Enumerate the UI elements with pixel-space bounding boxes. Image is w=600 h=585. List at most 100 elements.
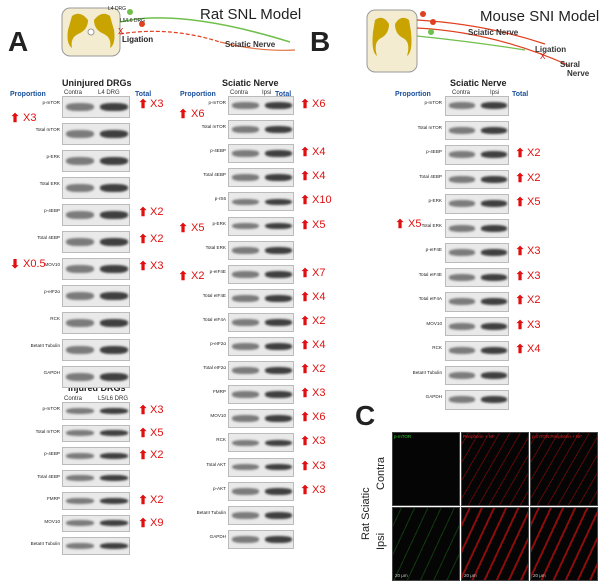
blot-band — [445, 194, 509, 214]
blot-label: Total mTOR — [35, 428, 60, 434]
fold-change: X3 — [312, 387, 326, 400]
proportion-value: X0.5 — [23, 258, 46, 270]
fold-change: X3 — [150, 260, 164, 272]
proportion-value: X5 — [191, 222, 205, 234]
blot-label: Total mTOR — [417, 124, 442, 130]
fold-change: X2 — [312, 314, 326, 327]
proportion-value: X5 — [408, 218, 422, 230]
rat-sciatic-side-label: Rat Sciatic — [360, 487, 372, 540]
blot-label: Total ERK — [205, 244, 226, 250]
blot-label: p-4EBP — [426, 149, 442, 154]
blot-band — [445, 267, 509, 287]
mouse-sciatic-title: Sciatic Nerve — [450, 78, 507, 88]
l56-drg-label: L5/L6 DRG — [120, 18, 146, 24]
uninjured-title: Uninjured DRGs — [62, 78, 132, 88]
blot-band — [445, 365, 509, 385]
blot-label: Total eIF2α — [203, 365, 226, 371]
blot-label: Total ERK — [421, 222, 442, 228]
injured-col-0: Contra — [64, 396, 83, 402]
rat-spinal-diagram — [61, 7, 296, 57]
rat-model-title: Rat SNL Model — [200, 6, 302, 23]
blot-band — [228, 144, 294, 164]
injured-col-1: L5/L6 DRG — [98, 396, 129, 402]
panel-label-a: A — [8, 26, 29, 57]
blot-band — [228, 312, 294, 332]
fold-change: X4 — [527, 343, 541, 355]
fold-change: X5 — [150, 426, 164, 439]
fold-up-arrow: ⬆ — [300, 482, 311, 497]
blot-band — [445, 96, 509, 116]
fold-change: X3 — [150, 98, 164, 110]
blot-label: Total eIF4A — [418, 296, 442, 301]
rat-ligation-label: Ligation — [122, 35, 154, 44]
proportion-arrow: ⬆ — [10, 111, 21, 125]
blot-band — [228, 96, 294, 116]
blot-label: p-ERK — [212, 220, 226, 226]
blot-label: p-ERK — [428, 198, 442, 203]
proportion-value: X6 — [191, 108, 205, 120]
blot-label: Total 4EBP — [203, 172, 226, 178]
fold-up-arrow: ⬆ — [300, 434, 311, 449]
rat-sciatic-col-0: Contra — [230, 90, 249, 96]
blot-label: p-eIF4E — [209, 268, 226, 274]
blot-band — [62, 123, 130, 145]
blot-band — [228, 385, 294, 405]
fold-up-arrow: ⬆ — [300, 145, 311, 160]
micrograph-ipsi-pmtor: 20 μm — [392, 507, 460, 581]
blot-band — [62, 150, 130, 172]
fold-up-arrow: ⬆ — [138, 97, 149, 111]
fold-change: X10 — [312, 194, 332, 207]
fold-up-arrow: ⬆ — [138, 493, 149, 507]
blot-band — [228, 192, 294, 212]
blot-label: p-rS6 — [214, 196, 226, 202]
fold-up-arrow: ⬆ — [138, 515, 149, 530]
blot-label: MOV10 — [44, 262, 60, 267]
total-header-a: Total — [135, 91, 152, 98]
proportion-arrow: ⬆ — [178, 269, 189, 283]
blot-band — [445, 292, 509, 312]
blot-band — [228, 337, 294, 357]
blot-label: FMRP — [212, 389, 226, 395]
blot-band — [228, 361, 294, 381]
fold-change: X2 — [150, 206, 164, 218]
fold-up-arrow: ⬆ — [300, 169, 311, 184]
rat-ligation-x: X — [118, 27, 124, 36]
blot-band — [62, 537, 130, 555]
blot-band — [445, 218, 509, 238]
fold-up-arrow: ⬆ — [300, 458, 311, 473]
blot-label: p-mTOR — [42, 100, 60, 105]
blot-label: Total eIF4E — [202, 292, 226, 298]
contra-row-label: Contra — [375, 456, 387, 490]
blot-label: RCK — [50, 316, 60, 321]
fold-change: X3 — [527, 269, 541, 282]
fold-change: X6 — [312, 411, 326, 424]
proportion-header-b: Proportion — [395, 91, 431, 98]
total-header-b: Total — [512, 91, 529, 98]
blot-band — [62, 366, 130, 388]
blot-label: Total eIF4E — [418, 271, 442, 277]
blot-label: Total eIF4A — [202, 316, 226, 322]
blot-label: Total mTOR — [201, 124, 226, 130]
proportion-arrow: ⬆ — [178, 107, 189, 121]
blot-band — [228, 433, 294, 453]
fold-up-arrow: ⬆ — [300, 362, 311, 377]
fold-up-arrow: ⬆ — [138, 425, 149, 440]
blot-label: FMRP — [46, 496, 60, 501]
blot-label: BetaIII Tubulin — [30, 541, 60, 546]
blot-label: RCK — [432, 345, 442, 350]
proportion-value: X2 — [191, 270, 205, 282]
proportion-header-a2: Proportion — [180, 91, 216, 98]
fold-change: X5 — [527, 196, 541, 208]
ipsi-row-label: Ipsi — [375, 532, 387, 550]
blot-band — [62, 258, 130, 280]
blot-band — [445, 243, 509, 263]
fold-up-arrow: ⬆ — [300, 338, 311, 352]
micrograph-contra-merge: p-mTOR Peripherin + NF — [530, 432, 598, 506]
blot-label: p-eIF2α — [44, 289, 60, 294]
blot-band — [445, 120, 509, 140]
proportion-header-a: Proportion — [10, 91, 46, 98]
blot-band — [445, 169, 509, 189]
blot-band — [62, 424, 130, 442]
blot-band — [62, 514, 130, 532]
blot-label: p-4EBP — [44, 208, 60, 213]
